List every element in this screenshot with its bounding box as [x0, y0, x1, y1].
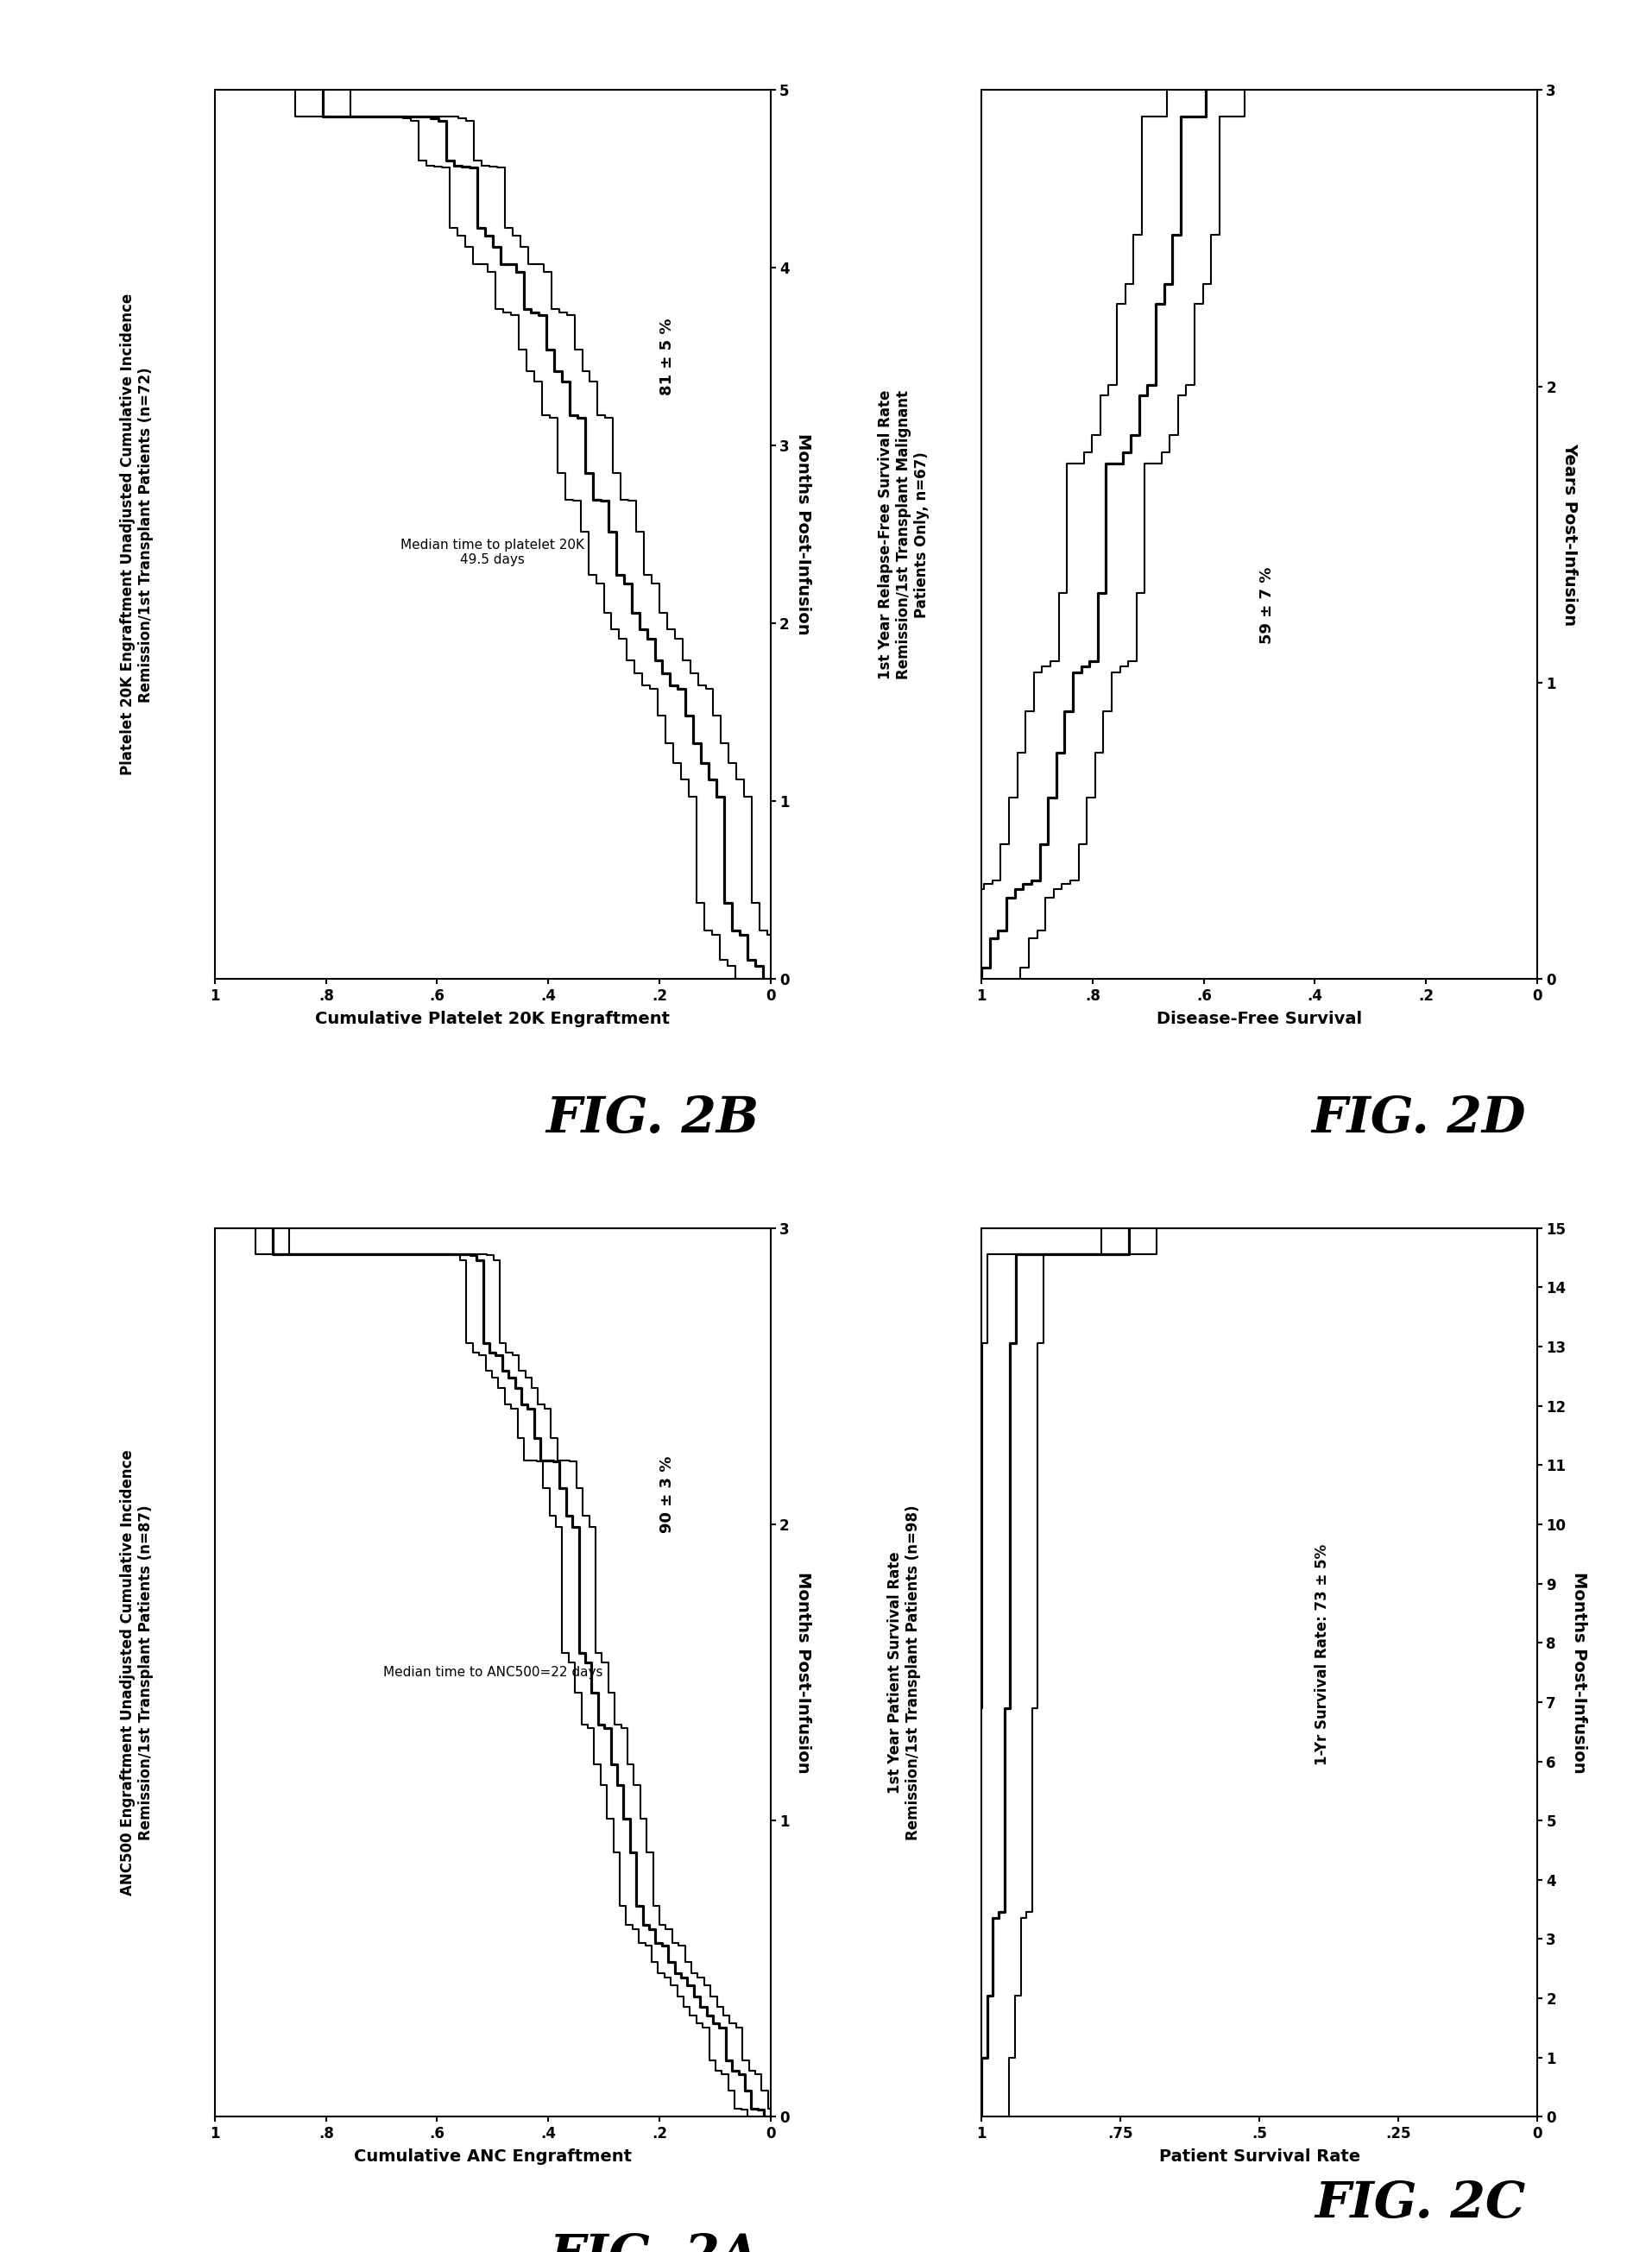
Text: 1st Year Relapse-Free Survival Rate
Remission/1st Transplant Malignant
Patients : 1st Year Relapse-Free Survival Rate Remi…	[877, 390, 928, 680]
Y-axis label: Months Post-Infusion: Months Post-Infusion	[795, 1572, 811, 1772]
Text: 59 ± 7 %: 59 ± 7 %	[1259, 568, 1274, 644]
X-axis label: Disease-Free Survival: Disease-Free Survival	[1156, 1011, 1361, 1027]
X-axis label: Patient Survival Rate: Patient Survival Rate	[1158, 2148, 1360, 2164]
Text: 81 ± 5 %: 81 ± 5 %	[659, 318, 674, 396]
Text: FIG. 2B: FIG. 2B	[545, 1094, 758, 1144]
Text: 1-Yr Survival Rate: 73 ± 5%: 1-Yr Survival Rate: 73 ± 5%	[1315, 1545, 1330, 1766]
Text: FIG. 2C: FIG. 2C	[1315, 2180, 1525, 2227]
Text: ANC500 Engraftment Unadjusted Cumulative Incidence
Remission/1st Transplant Pati: ANC500 Engraftment Unadjusted Cumulative…	[121, 1450, 154, 1896]
Text: FIG. 2D: FIG. 2D	[1312, 1094, 1525, 1144]
Text: 90 ± 3 %: 90 ± 3 %	[659, 1457, 674, 1534]
Text: Platelet 20K Engraftment Unadjusted Cumulative Incidence
Remission/1st Transplan: Platelet 20K Engraftment Unadjusted Cumu…	[121, 293, 154, 775]
Y-axis label: Months Post-Infusion: Months Post-Infusion	[1571, 1572, 1588, 1772]
Y-axis label: Months Post-Infusion: Months Post-Infusion	[795, 435, 811, 635]
Y-axis label: Years Post-Infusion: Years Post-Infusion	[1561, 444, 1578, 626]
X-axis label: Cumulative Platelet 20K Engraftment: Cumulative Platelet 20K Engraftment	[316, 1011, 669, 1027]
Text: Median time to ANC500=22 days: Median time to ANC500=22 days	[383, 1666, 603, 1680]
Text: FIG. 2A: FIG. 2A	[548, 2232, 758, 2252]
Text: 1st Year Patient Survival Rate
Remission/1st Transplant Patients (n=98): 1st Year Patient Survival Rate Remission…	[887, 1504, 920, 1840]
X-axis label: Cumulative ANC Engraftment: Cumulative ANC Engraftment	[354, 2148, 631, 2164]
Text: Median time to platelet 20K
49.5 days: Median time to platelet 20K 49.5 days	[400, 538, 585, 565]
